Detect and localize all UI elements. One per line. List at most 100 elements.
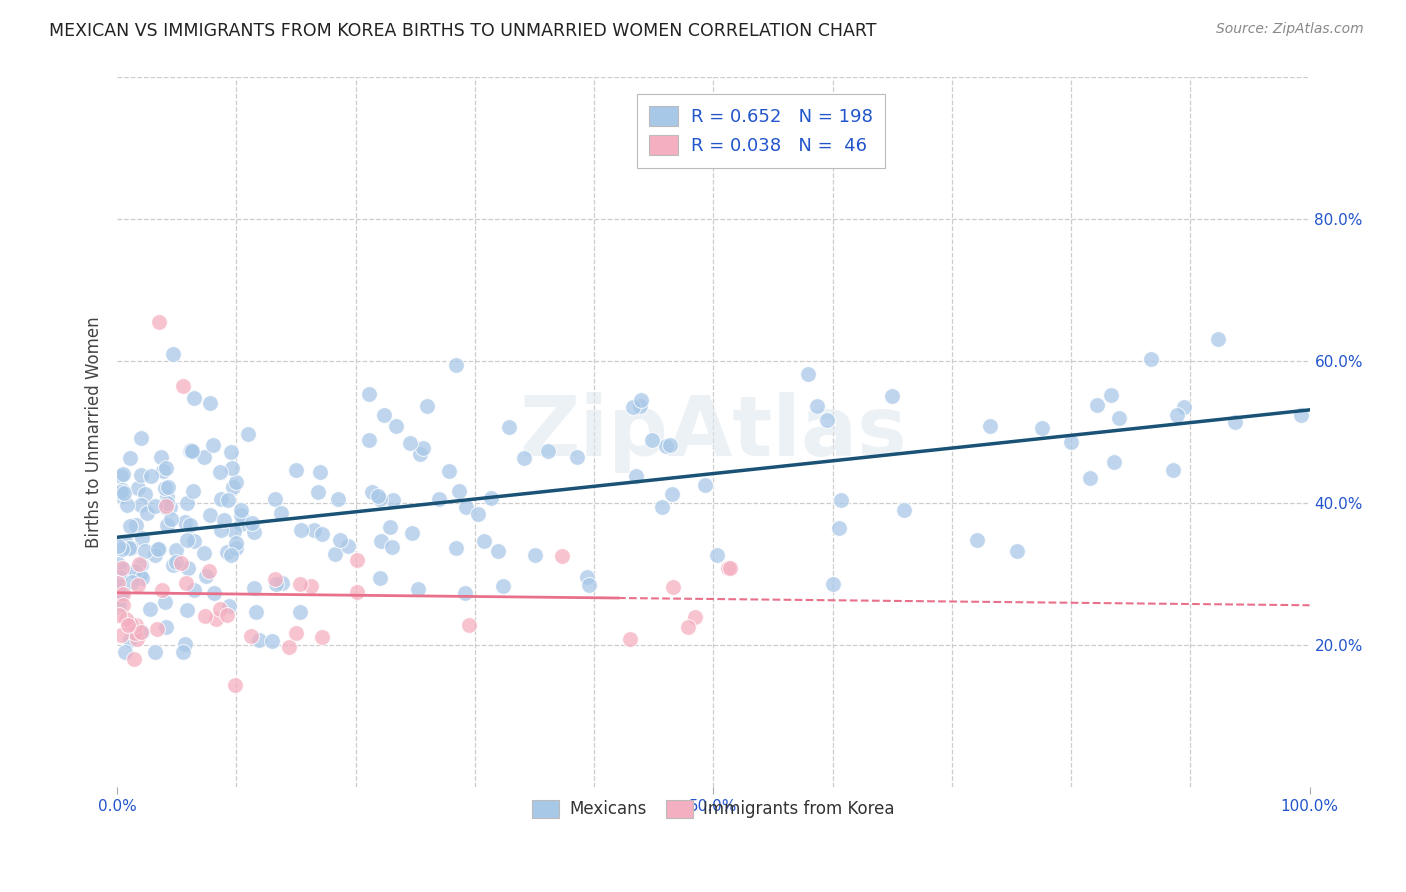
Point (177, 561, 200, 575)
Point (209, 523, 232, 537)
Point (299, 579, 322, 593)
Point (198, 396, 221, 410)
Point (381, 540, 404, 554)
Point (125, 517, 148, 532)
Point (550, 549, 572, 563)
Point (368, 491, 391, 506)
Point (153, 482, 176, 496)
Point (718, 561, 741, 575)
Point (308, 465, 330, 479)
Point (193, 450, 215, 464)
Point (240, 516, 263, 530)
Point (135, 507, 157, 521)
Point (160, 512, 183, 526)
Point (231, 503, 253, 517)
Point (285, 463, 308, 477)
Point (346, 552, 368, 566)
Point (264, 572, 287, 586)
Point (217, 493, 239, 508)
Point (170, 556, 193, 570)
Point (165, 542, 187, 557)
Point (346, 585, 368, 599)
Point (153, 500, 176, 515)
Point (243, 524, 266, 539)
Point (124, 626, 146, 640)
Point (225, 541, 247, 555)
Point (243, 581, 266, 595)
Point (399, 435, 422, 450)
Point (427, 491, 450, 506)
Point (107, 558, 129, 572)
Point (247, 633, 270, 648)
Point (446, 541, 468, 555)
Point (823, 577, 845, 591)
Point (115, 498, 138, 512)
Point (114, 645, 136, 659)
Point (628, 399, 651, 413)
Point (131, 571, 153, 585)
Point (651, 500, 673, 515)
Point (217, 608, 239, 623)
Point (1161, 463, 1184, 477)
Point (412, 441, 434, 455)
Point (180, 444, 202, 458)
Point (193, 546, 215, 560)
Point (655, 439, 678, 453)
Point (202, 586, 225, 600)
Point (157, 480, 180, 494)
Point (406, 582, 429, 596)
Point (1060, 434, 1083, 449)
Point (717, 561, 740, 575)
Point (454, 500, 477, 514)
Y-axis label: Births to Unmarried Women: Births to Unmarried Women (86, 317, 103, 548)
Point (107, 576, 129, 591)
Point (117, 618, 139, 632)
Point (111, 541, 134, 556)
Point (143, 548, 166, 562)
Point (659, 438, 682, 452)
Point (512, 450, 534, 465)
Point (139, 468, 162, 483)
Point (129, 431, 152, 445)
Point (111, 489, 134, 503)
Point (183, 392, 205, 406)
Point (156, 517, 179, 532)
Point (143, 499, 166, 513)
Point (1173, 400, 1195, 414)
Point (619, 632, 641, 646)
Point (148, 542, 170, 557)
Point (131, 531, 153, 545)
Point (108, 569, 131, 583)
Point (1102, 455, 1125, 469)
Point (200, 508, 222, 523)
Point (110, 485, 132, 500)
Point (373, 408, 395, 422)
Point (112, 587, 135, 601)
Point (179, 443, 201, 458)
Point (706, 548, 728, 562)
Point (830, 493, 852, 508)
Point (486, 544, 509, 558)
Point (695, 477, 717, 491)
Point (128, 558, 150, 572)
Point (124, 564, 146, 578)
Point (222, 524, 245, 538)
Point (1225, 415, 1247, 429)
Point (416, 399, 439, 413)
Point (125, 632, 148, 646)
Point (221, 460, 243, 475)
Point (578, 578, 600, 592)
Point (1206, 332, 1229, 346)
Point (472, 533, 495, 548)
Point (107, 539, 129, 553)
Point (193, 609, 215, 624)
Point (120, 617, 142, 632)
Point (231, 517, 253, 532)
Point (797, 367, 820, 381)
Point (240, 629, 263, 643)
Point (457, 617, 479, 632)
Point (134, 544, 156, 558)
Point (880, 389, 903, 403)
Point (112, 486, 135, 500)
Point (323, 548, 346, 562)
